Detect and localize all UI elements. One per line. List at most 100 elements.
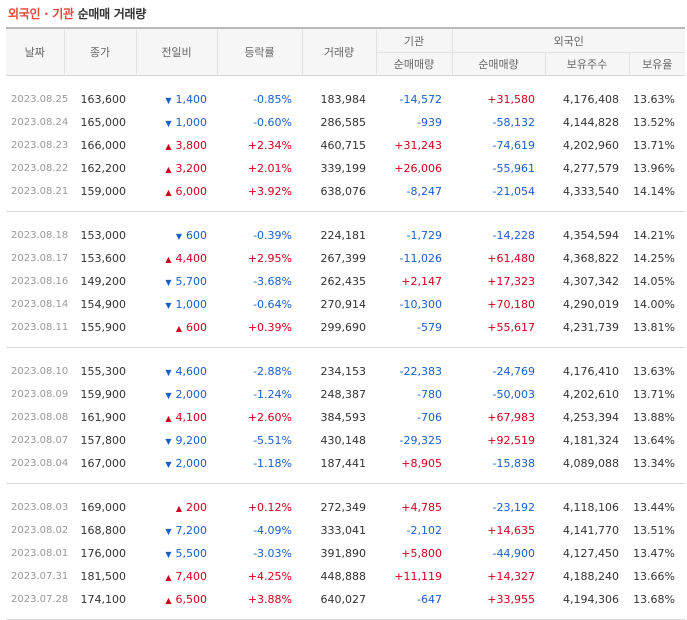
date-cell: 2023.08.18 bbox=[11, 230, 69, 241]
change-cell: ▼ 9,200 bbox=[136, 429, 217, 452]
table-row: 2023.08.01 176,000 ▼ 5,500 -3.03% 391,890 +5,8… bbox=[6, 542, 685, 565]
change-value: 600 bbox=[186, 229, 207, 242]
inst-net-cell: +4,785 bbox=[401, 501, 442, 514]
inst-net-cell: -29,325 bbox=[399, 434, 442, 447]
volume-cell: 270,914 bbox=[320, 298, 367, 311]
change-cell: ▼ 1,000 bbox=[136, 111, 217, 134]
foreign-net-cell: +33,955 bbox=[487, 593, 535, 606]
close-cell: 169,000 bbox=[80, 501, 127, 514]
triangle-down-icon: ▼ bbox=[165, 119, 172, 128]
volume-cell: 267,399 bbox=[320, 252, 367, 265]
foreign-hold-cell: 4,089,088 bbox=[563, 457, 619, 470]
change-value: 1,000 bbox=[175, 298, 208, 311]
change-cell: ▲ 6,500 bbox=[136, 588, 217, 611]
table-row: 2023.08.23 166,000 ▲ 3,800 +2.34% 460,715 +31,… bbox=[6, 134, 685, 157]
trading-volume-panel: 외국인 · 기관 순매매 거래량 날짜 종가 전일비 등락률 거래량 기관 외국… bbox=[6, 7, 686, 620]
rate-cell: +0.39% bbox=[247, 321, 292, 334]
foreign-ratio-cell: 13.66% bbox=[633, 570, 676, 583]
table-row: 2023.08.10 155,300 ▼ 4,600 -2.88% 234,153 -22,… bbox=[6, 360, 685, 383]
foreign-ratio-cell: 13.64% bbox=[633, 434, 676, 447]
foreign-net-cell: -21,054 bbox=[492, 185, 535, 198]
inst-net-cell: -579 bbox=[417, 321, 442, 334]
header-date: 날짜 bbox=[6, 28, 64, 76]
triangle-up-icon: ▲ bbox=[175, 504, 182, 513]
volume-cell: 640,027 bbox=[320, 593, 367, 606]
table-row: 2023.07.31 181,500 ▲ 7,400 +4.25% 448,888 +11,… bbox=[6, 565, 685, 588]
foreign-ratio-cell: 13.71% bbox=[633, 139, 676, 152]
change-cell: ▼ 5,700 bbox=[136, 270, 217, 293]
volume-cell: 391,890 bbox=[320, 547, 367, 560]
change-cell: ▲ 7,400 bbox=[136, 565, 217, 588]
change-cell: ▼ 5,500 bbox=[136, 542, 217, 565]
rate-cell: -0.60% bbox=[253, 116, 292, 129]
inst-net-cell: +26,006 bbox=[394, 162, 442, 175]
rate-cell: -0.64% bbox=[253, 298, 292, 311]
change-cell: ▲ 4,400 bbox=[136, 247, 217, 270]
triangle-up-icon: ▲ bbox=[165, 255, 172, 264]
foreign-ratio-cell: 13.34% bbox=[633, 457, 676, 470]
volume-cell: 248,387 bbox=[320, 388, 367, 401]
rate-cell: +2.95% bbox=[247, 252, 292, 265]
rate-cell: +4.25% bbox=[247, 570, 292, 583]
change-cell: ▼ 1,000 bbox=[136, 293, 217, 316]
change-value: 4,600 bbox=[175, 365, 208, 378]
foreign-hold-cell: 4,144,828 bbox=[563, 116, 619, 129]
table-row: 2023.08.16 149,200 ▼ 5,700 -3.68% 262,435 +2,1… bbox=[6, 270, 685, 293]
volume-cell: 234,153 bbox=[320, 365, 367, 378]
foreign-hold-cell: 4,188,240 bbox=[563, 570, 619, 583]
foreign-hold-cell: 4,231,739 bbox=[563, 321, 619, 334]
rate-cell: -1.18% bbox=[253, 457, 292, 470]
rate-cell: +3.92% bbox=[247, 185, 292, 198]
change-value: 3,200 bbox=[175, 162, 208, 175]
close-cell: 161,900 bbox=[80, 411, 127, 424]
spacer-row bbox=[6, 484, 685, 497]
table-row: 2023.07.28 174,100 ▲ 6,500 +3.88% 640,027 -647… bbox=[6, 588, 685, 611]
header-foreign-net: 순매매량 bbox=[451, 52, 545, 76]
triangle-up-icon: ▲ bbox=[165, 165, 172, 174]
inst-net-cell: +11,119 bbox=[394, 570, 442, 583]
table-row: 2023.08.18 153,000 ▼ 600 -0.39% 224,181 -1,729… bbox=[6, 224, 685, 247]
foreign-ratio-cell: 13.88% bbox=[633, 411, 676, 424]
triangle-up-icon: ▲ bbox=[165, 414, 172, 423]
foreign-hold-cell: 4,202,960 bbox=[563, 139, 619, 152]
foreign-ratio-cell: 13.51% bbox=[633, 524, 676, 537]
foreign-hold-cell: 4,354,594 bbox=[563, 229, 619, 242]
foreign-ratio-cell: 14.05% bbox=[633, 275, 676, 288]
rate-cell: +2.01% bbox=[247, 162, 292, 175]
volume-cell: 333,041 bbox=[320, 524, 367, 537]
spacer-row bbox=[6, 348, 685, 361]
close-cell: 162,200 bbox=[80, 162, 127, 175]
inst-net-cell: +31,243 bbox=[394, 139, 442, 152]
rate-cell: -1.24% bbox=[253, 388, 292, 401]
change-cell: ▲ 6,000 bbox=[136, 180, 217, 203]
date-cell: 2023.08.09 bbox=[11, 389, 69, 400]
close-cell: 157,800 bbox=[80, 434, 127, 447]
foreign-hold-cell: 4,127,450 bbox=[563, 547, 619, 560]
foreign-hold-cell: 4,307,342 bbox=[563, 275, 619, 288]
change-value: 9,200 bbox=[175, 434, 208, 447]
rate-cell: -4.09% bbox=[253, 524, 292, 537]
triangle-down-icon: ▼ bbox=[165, 550, 172, 559]
table-row: 2023.08.02 168,800 ▼ 7,200 -4.09% 333,041 -2,1… bbox=[6, 519, 685, 542]
volume-cell: 430,148 bbox=[320, 434, 367, 447]
foreign-hold-cell: 4,181,324 bbox=[563, 434, 619, 447]
close-cell: 167,000 bbox=[80, 457, 127, 470]
change-cell: ▲ 4,100 bbox=[136, 406, 217, 429]
foreign-hold-cell: 4,277,579 bbox=[563, 162, 619, 175]
foreign-net-cell: +92,519 bbox=[487, 434, 535, 447]
group-divider bbox=[6, 203, 686, 212]
date-cell: 2023.08.02 bbox=[11, 525, 69, 536]
date-cell: 2023.08.23 bbox=[11, 140, 69, 151]
foreign-net-cell: -24,769 bbox=[492, 365, 535, 378]
date-cell: 2023.08.17 bbox=[11, 253, 69, 264]
triangle-down-icon: ▼ bbox=[175, 232, 182, 241]
header-close: 종가 bbox=[63, 28, 136, 76]
date-cell: 2023.08.08 bbox=[11, 412, 69, 423]
header-change: 전일비 bbox=[135, 28, 217, 76]
rate-cell: +3.88% bbox=[247, 593, 292, 606]
header-foreign-ratio: 보유율 bbox=[628, 52, 686, 76]
table-row: 2023.08.14 154,900 ▼ 1,000 -0.64% 270,914 -10,… bbox=[6, 293, 685, 316]
close-cell: 153,000 bbox=[80, 229, 127, 242]
change-cell: ▲ 3,200 bbox=[136, 157, 217, 180]
change-value: 2,000 bbox=[175, 457, 208, 470]
